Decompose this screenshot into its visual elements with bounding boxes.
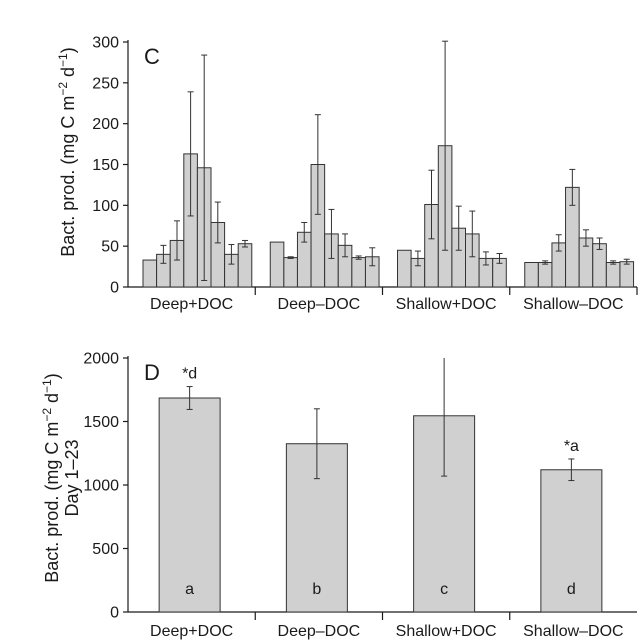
y-tick-label: 100 [92, 198, 119, 215]
axis-title-part: d [58, 67, 78, 82]
y-axis-title: Bact. prod. (mg C m−2 d−1) [56, 47, 78, 256]
significance-annotation: *a [564, 438, 579, 455]
panel-letter: D [144, 360, 160, 385]
axis-title-superscript: −1 [40, 379, 54, 393]
axis-title-superscript: −2 [40, 408, 54, 422]
axis-title-part: ) [42, 373, 62, 379]
panel-d-chart: 0 500 1000 1500 2000 a *d Deep+DOC b Deep–DOC c Sha… [40, 351, 637, 640]
significance-annotation: *d [182, 366, 197, 383]
y-tick-label: 200 [92, 116, 119, 133]
bar [397, 249, 412, 288]
y-tick-label: 250 [92, 75, 119, 92]
y-axis-title-line2: Day 1–23 [62, 439, 82, 516]
bar [619, 261, 635, 288]
bar [237, 243, 253, 288]
x-category-label: Deep–DOC [278, 296, 361, 313]
y-tick-label: 0 [110, 280, 119, 297]
x-category-label: Deep+DOC [150, 623, 233, 640]
y-tick-label: 0 [110, 605, 119, 622]
bar [283, 257, 298, 288]
axis-title-part: Bact. prod. (mg C m [58, 96, 78, 257]
bar [524, 262, 539, 288]
x-category-label: Shallow–DOC [523, 623, 623, 640]
y-tick-label: 300 [92, 35, 119, 52]
bar [269, 241, 285, 288]
bar-group-letter: b [312, 581, 321, 598]
x-category-label: Shallow+DOC [396, 623, 497, 640]
y-tick-label: 500 [92, 541, 119, 558]
axis-title-part: Bact. prod. (mg C m [42, 422, 62, 583]
bar-group-letter: d [567, 581, 576, 598]
axis-title-part: d [42, 393, 62, 408]
y-tick-label: 2000 [83, 351, 119, 368]
x-category-label: Deep–DOC [278, 623, 361, 640]
bar [158, 397, 221, 613]
bar [592, 243, 607, 288]
bar [540, 469, 603, 613]
y-tick-label: 150 [92, 157, 119, 174]
axis-title-superscript: −1 [56, 53, 70, 67]
panel-letter: C [144, 44, 160, 69]
panel-c-chart: 0 50 100 150 200 250 300 Deep+DOC Deep–DOC Shallo… [56, 35, 638, 313]
bar [351, 257, 366, 288]
bar-group-letter: a [185, 581, 194, 598]
x-category-label: Shallow+DOC [396, 296, 497, 313]
bar [605, 262, 621, 288]
bar [142, 259, 158, 288]
y-tick-label: 1500 [83, 414, 119, 431]
axis-title-superscript: −2 [56, 82, 70, 96]
y-tick-label: 50 [101, 239, 119, 256]
bar [537, 262, 553, 288]
y-tick-label: 1000 [83, 478, 119, 495]
bar-group-letter: c [440, 581, 448, 598]
axis-title-part: ) [58, 47, 78, 53]
x-category-label: Shallow–DOC [523, 296, 623, 313]
x-category-label: Deep+DOC [150, 296, 233, 313]
y-axis-title: Bact. prod. (mg C m−2 d−1) [40, 373, 62, 582]
